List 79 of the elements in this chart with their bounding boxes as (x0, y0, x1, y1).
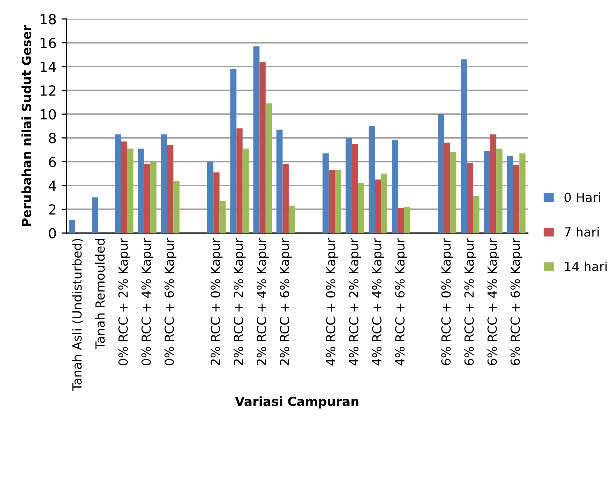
bar (328, 170, 336, 234)
x-tick-label: 2% RCC + 2% Kapur (234, 238, 246, 366)
bar (490, 134, 497, 234)
bar (335, 170, 342, 234)
bar (138, 148, 144, 234)
bar (346, 138, 352, 234)
bar (520, 154, 526, 234)
bar (236, 128, 243, 234)
bar (242, 148, 249, 234)
bar (214, 172, 220, 234)
bar (392, 140, 398, 234)
bar (368, 126, 376, 234)
bar (461, 60, 468, 234)
y-tick-label: 12 (40, 86, 56, 96)
bar (444, 142, 450, 234)
x-tick-label: 6% RCC + 2% Kapur (464, 238, 476, 366)
bar (121, 142, 128, 234)
y-tick-label: 0 (49, 228, 56, 239)
bar (496, 148, 503, 234)
bar (450, 152, 457, 234)
x-tick-label: 4% RCC + 0% Kapur (326, 238, 338, 366)
y-axis-title: Perubahan nilai Sudut Geser (22, 25, 32, 226)
bar (467, 163, 474, 234)
bar (358, 183, 364, 234)
x-tick-label: 4% RCC + 4% Kapur (372, 238, 384, 366)
bar (375, 180, 382, 234)
x-tick-label: Tanah Remoulded (95, 239, 105, 350)
x-axis-title: Variasi Campuran (235, 396, 359, 409)
bar (92, 198, 98, 234)
bar (513, 166, 520, 234)
bar (260, 62, 266, 234)
x-tick-label: 2% RCC + 0% Kapur (210, 238, 223, 366)
x-tick-label: 4% RCC + 6% Kapur (395, 238, 408, 366)
bar (161, 134, 168, 234)
x-tick-label: 0% RCC + 6% Kapur (164, 238, 177, 366)
bar (69, 220, 76, 234)
bar (322, 154, 329, 234)
bar (398, 208, 404, 234)
bar (174, 180, 180, 234)
bar (282, 164, 289, 234)
legend-label: 0 Hari (564, 192, 600, 202)
x-tick-label: 2% RCC + 6% Kapur (280, 238, 292, 366)
y-tick-label: 4 (48, 180, 56, 191)
legend-label: 7 hari (564, 227, 599, 237)
bar (115, 134, 122, 234)
legend-label: 14 hari (565, 262, 607, 272)
x-tick-label: 0% RCC + 4% Kapur (142, 238, 154, 366)
bar (404, 207, 410, 234)
y-tick-label: 18 (40, 14, 56, 25)
bar (276, 130, 283, 234)
bar (507, 156, 514, 234)
bar (207, 162, 214, 234)
y-tick-label: 14 (40, 62, 56, 72)
x-tick-label: 6% RCC + 6% Kapur (510, 238, 523, 366)
bar (484, 151, 490, 234)
x-tick-label: 0% RCC + 2% Kapur (118, 238, 130, 366)
bar (266, 104, 272, 234)
bar (438, 114, 444, 234)
x-tick-label: 4% RCC + 2% Kapur (349, 238, 362, 366)
bar (144, 164, 151, 234)
bar (150, 162, 157, 234)
y-tick-label: 10 (40, 109, 56, 120)
x-tick-label: 2% RCC + 4% Kapur (257, 238, 269, 366)
bar (230, 69, 237, 234)
x-tick-label: 6% RCC + 0% Kapur (442, 238, 454, 366)
y-tick-label: 2 (49, 204, 56, 215)
y-tick-label: 16 (40, 38, 56, 48)
x-tick-label: 6% RCC + 4% Kapur (488, 238, 500, 366)
bar (381, 174, 388, 234)
bar (167, 145, 174, 234)
bar (128, 148, 134, 234)
bar (220, 201, 226, 234)
bar (474, 196, 480, 234)
bar (288, 206, 296, 234)
x-tick-label: Tanah Asli (Undisturbed) (72, 239, 84, 392)
bar (352, 144, 358, 234)
y-tick-label: 6 (49, 156, 56, 168)
y-tick-label: 8 (49, 133, 56, 144)
bar (254, 46, 260, 234)
